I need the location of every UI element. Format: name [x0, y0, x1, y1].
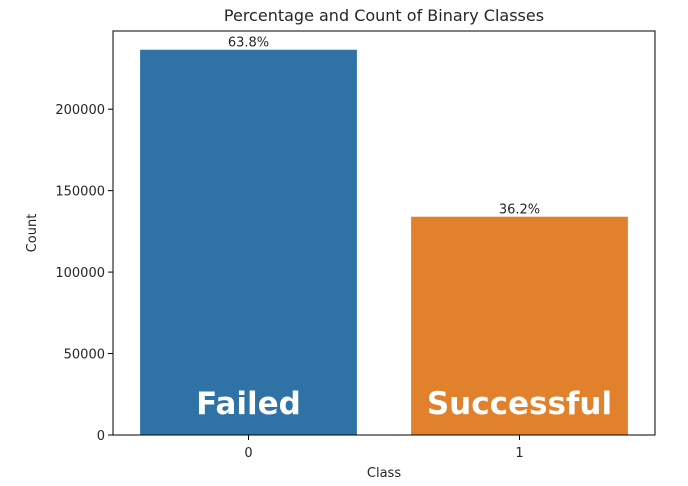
y-tick-label: 200000 [55, 103, 105, 118]
bar-percent-label: 36.2% [499, 203, 540, 218]
y-tick-label: 150000 [55, 185, 105, 200]
bar-percent-label: 63.8% [228, 36, 269, 51]
bar-1 [411, 216, 628, 435]
bar-class-name: Failed [196, 386, 301, 422]
plot-frame [112, 30, 656, 436]
y-tick-label: 50000 [64, 348, 105, 363]
y-tick-label: 0 [97, 429, 105, 444]
x-tick-label: 1 [515, 446, 523, 461]
x-axis-label: Class [367, 466, 401, 481]
bar-class-name: Successful [427, 386, 612, 422]
bar-0 [140, 49, 357, 435]
y-tick-label: 100000 [55, 266, 105, 281]
chart-title: Percentage and Count of Binary Classes [224, 6, 544, 25]
y-axis-ticks: 0 50000 100000 150000 200000 [55, 103, 113, 444]
bars-group: 63.8% Failed 36.2% Successful [140, 36, 628, 435]
x-tick-label: 0 [244, 446, 252, 461]
y-axis-label: Count [25, 214, 40, 253]
